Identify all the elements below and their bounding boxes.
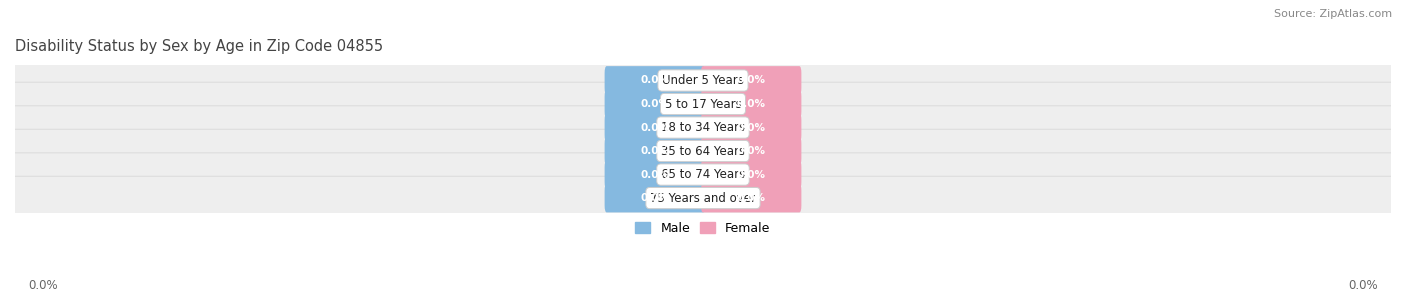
FancyBboxPatch shape	[11, 82, 1395, 126]
Text: 0.0%: 0.0%	[737, 170, 766, 180]
FancyBboxPatch shape	[702, 160, 801, 189]
Text: 0.0%: 0.0%	[737, 193, 766, 203]
Text: Under 5 Years: Under 5 Years	[662, 74, 744, 87]
FancyBboxPatch shape	[11, 129, 1395, 173]
Legend: Male, Female: Male, Female	[630, 217, 776, 240]
FancyBboxPatch shape	[605, 137, 704, 165]
Text: 35 to 64 Years: 35 to 64 Years	[661, 144, 745, 157]
Text: 0.0%: 0.0%	[737, 123, 766, 133]
FancyBboxPatch shape	[605, 113, 704, 142]
Text: 0.0%: 0.0%	[640, 99, 669, 109]
Text: 18 to 34 Years: 18 to 34 Years	[661, 121, 745, 134]
Text: 0.0%: 0.0%	[640, 123, 669, 133]
Text: 0.0%: 0.0%	[737, 75, 766, 85]
FancyBboxPatch shape	[702, 66, 801, 95]
FancyBboxPatch shape	[702, 184, 801, 212]
Text: 0.0%: 0.0%	[640, 170, 669, 180]
Text: 75 Years and over: 75 Years and over	[650, 192, 756, 205]
Text: 5 to 17 Years: 5 to 17 Years	[665, 98, 741, 111]
FancyBboxPatch shape	[605, 160, 704, 189]
FancyBboxPatch shape	[605, 90, 704, 118]
FancyBboxPatch shape	[702, 90, 801, 118]
Text: 0.0%: 0.0%	[737, 146, 766, 156]
Text: 0.0%: 0.0%	[1348, 279, 1378, 292]
Text: 65 to 74 Years: 65 to 74 Years	[661, 168, 745, 181]
FancyBboxPatch shape	[11, 176, 1395, 220]
FancyBboxPatch shape	[11, 153, 1395, 196]
FancyBboxPatch shape	[11, 59, 1395, 102]
Text: 0.0%: 0.0%	[640, 75, 669, 85]
Text: Source: ZipAtlas.com: Source: ZipAtlas.com	[1274, 9, 1392, 19]
FancyBboxPatch shape	[605, 184, 704, 212]
FancyBboxPatch shape	[702, 113, 801, 142]
Text: 0.0%: 0.0%	[737, 99, 766, 109]
Text: Disability Status by Sex by Age in Zip Code 04855: Disability Status by Sex by Age in Zip C…	[15, 39, 382, 54]
Text: 0.0%: 0.0%	[28, 279, 58, 292]
FancyBboxPatch shape	[702, 137, 801, 165]
FancyBboxPatch shape	[605, 66, 704, 95]
Text: 0.0%: 0.0%	[640, 193, 669, 203]
Text: 0.0%: 0.0%	[640, 146, 669, 156]
FancyBboxPatch shape	[11, 106, 1395, 149]
